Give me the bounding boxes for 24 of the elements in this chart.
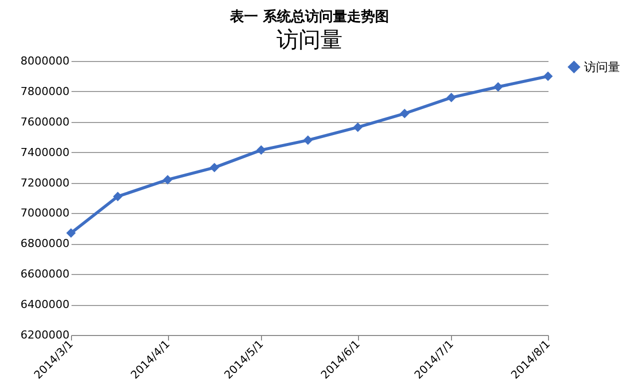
point [162, 174, 172, 184]
point [446, 92, 456, 102]
legend-label: 访问量 [584, 60, 620, 74]
y-tick-label: 6800000 [20, 237, 70, 250]
y-tick-label: 6600000 [20, 268, 70, 281]
point [256, 145, 266, 155]
chart-subtitle: 访问量 [276, 28, 342, 53]
y-tick-label: 7000000 [20, 206, 70, 220]
y-tick-label: 7600000 [20, 115, 70, 128]
point [493, 82, 503, 92]
y-tick-label: 8000000 [20, 54, 70, 68]
point [66, 228, 76, 238]
point [543, 71, 553, 81]
point [400, 108, 410, 118]
y-tick-label: 7800000 [20, 84, 70, 98]
y-tick-label: 6400000 [20, 298, 70, 312]
point [353, 122, 363, 132]
point [210, 162, 220, 172]
y-tick-label: 7400000 [20, 146, 70, 159]
point [303, 135, 313, 145]
y-tick-label: 7200000 [20, 176, 70, 190]
y-tick-label: 6200000 [20, 328, 70, 342]
chart-title: 表一 系统总访问量走势图 [229, 8, 389, 25]
point [113, 192, 123, 202]
